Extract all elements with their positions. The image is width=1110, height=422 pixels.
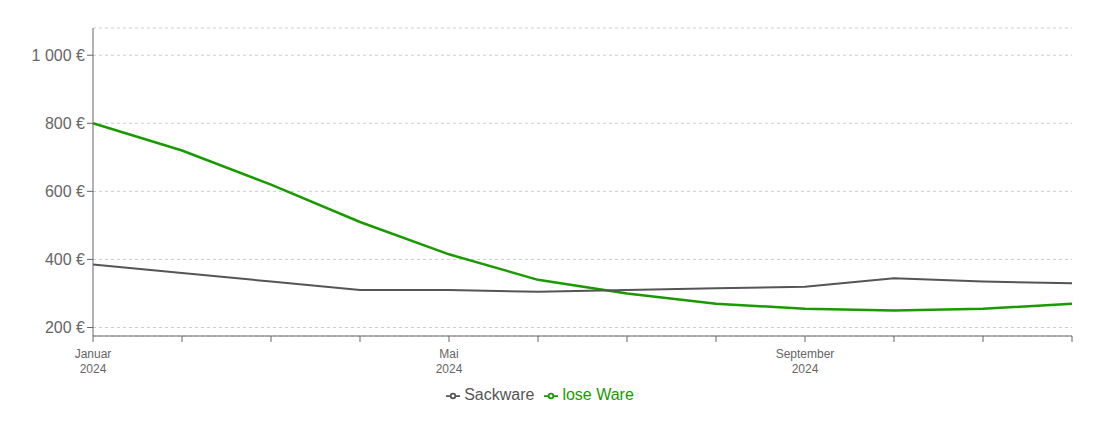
- svg-text:800 €: 800 €: [45, 115, 85, 132]
- svg-text:400 €: 400 €: [45, 251, 85, 268]
- svg-text:September2024: September2024: [776, 347, 835, 376]
- svg-text:1 000 €: 1 000 €: [32, 47, 85, 64]
- html-text:Sackware: Sackware: [464, 386, 535, 403]
- svg-text:Januar2024: Januar2024: [75, 347, 112, 376]
- html-text:lose Ware: lose Ware: [562, 386, 634, 403]
- svg-text:Mai2024: Mai2024: [436, 347, 463, 376]
- svg-text:600 €: 600 €: [45, 183, 85, 200]
- svg-text:200 €: 200 €: [45, 319, 85, 336]
